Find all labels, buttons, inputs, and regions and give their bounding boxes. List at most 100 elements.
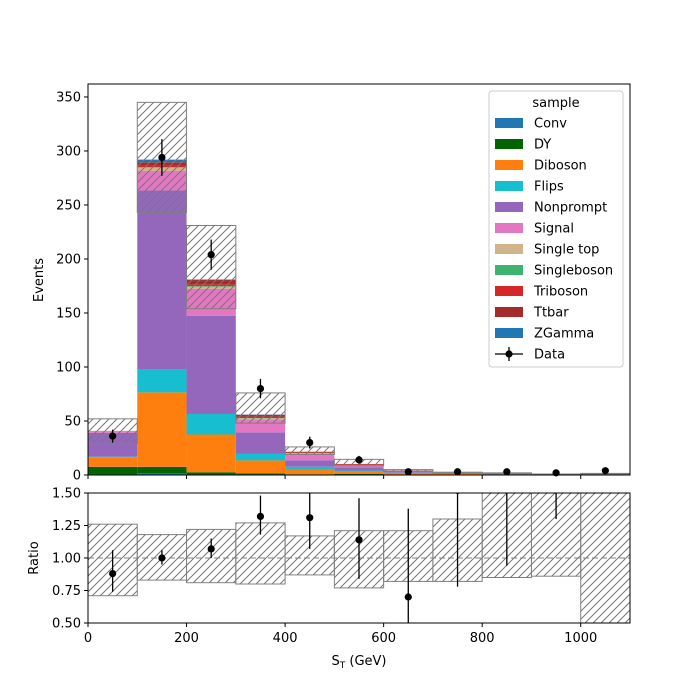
bar-dy-bin-0 [88,466,138,475]
ratio-point-2 [207,545,215,553]
data-point-10 [601,467,609,475]
ratio-ytick-label-1.25: 1.25 [52,519,81,534]
ratio-point-6 [404,593,412,601]
data-point-8 [503,468,511,476]
main-ytick-label-150: 150 [56,306,81,321]
data-point-6 [404,468,412,476]
legend-swatch-triboson [495,286,523,296]
bar-flips-bin-0 [88,456,138,458]
bar-conv-bin-1 [137,473,187,475]
ratio-band-bin-1 [136,534,188,581]
bar-flips-bin-2 [186,413,236,435]
legend-label-conv: Conv [534,117,567,132]
main-axes-frame [87,83,631,476]
legend-swatch-nonprompt [495,202,523,212]
x-ticks: 0 200 400 600 800 1000 [84,623,597,646]
data-point-3 [256,384,265,393]
ratio-ytick-label-1.50: 1.50 [52,487,81,502]
main-panel: 0 50 100 150 200 250 300 350 Events sample Conv… [32,83,631,484]
x-axis-label-main: S [331,654,339,669]
legend-swatch-dy [495,139,523,149]
legend: sample Conv DY Diboson Flips Nonprompt Signal… [488,90,624,368]
bar-flips-bin-3 [235,453,286,461]
bar-diboson-bin-5 [334,471,384,474]
bar-dy-bin-3 [235,473,286,475]
bar-diboson-bin-0 [88,457,138,467]
data-point-7 [453,468,462,476]
legend-label-diboson: Diboson [534,159,587,174]
x-axis-label-sub: T [339,661,346,671]
ratio-point-3 [256,512,265,521]
legend-label-dy: DY [534,138,551,153]
bar-nonprompt-bin-5 [334,467,384,471]
legend-swatch-single-top [495,244,523,254]
xtick-label-200: 200 [174,631,199,646]
legend-swatch-flips [495,181,523,191]
bar-flips-bin-1 [137,369,187,393]
x-axis-label-unit: (GeV) [345,654,386,669]
xtick-label-0: 0 [84,631,92,646]
bar-nonprompt-bin-1 [137,190,187,370]
ratio-y-axis-label: Ratio [27,541,42,574]
data-point-5 [355,456,363,464]
data-points [109,139,609,477]
legend-label-single-top: Single top [534,243,599,258]
ratio-panel: 0.50 0.75 1.00 1.25 1.50 0 200 400 600 800 1000 R… [27,450,631,671]
legend-swatch-conv [495,118,523,128]
legend-label-signal: Signal [534,222,574,237]
main-ytick-label-50: 50 [64,414,81,429]
ratio-point-5 [355,536,363,544]
data-point-0 [109,432,117,440]
legend-swatch-diboson [495,160,523,170]
bar-flips-bin-5 [334,470,384,472]
uncertainty-band [88,101,630,475]
x-axis-label: ST (GeV) [331,654,386,671]
data-point-1 [158,153,166,162]
legend-label-zgamma: ZGamma [534,327,594,342]
legend-label-data: Data [534,348,565,363]
legend-swatch-singleboson [495,265,523,275]
legend-swatch-signal [495,223,523,233]
legend-data-marker [505,350,513,358]
bar-dy-bin-5 [334,473,384,475]
bar-diboson-bin-2 [186,434,236,473]
main-y-axis-label: Events [32,258,47,302]
ratio-point-1 [158,554,166,562]
legend-label-flips: Flips [534,180,564,195]
bar-diboson-bin-3 [235,460,286,474]
bar-nonprompt-bin-2 [186,315,236,414]
legend-label-triboson: Triboson [533,285,588,300]
main-ytick-label-100: 100 [56,360,81,375]
bar-diboson-bin-1 [137,392,187,467]
ratio-y-ticks: 0.50 0.75 1.00 1.25 1.50 [52,487,88,632]
legend-swatch-zgamma [495,328,523,338]
ratio-point-9 [552,450,559,457]
main-ytick-label-200: 200 [56,252,81,267]
bar-nonprompt-bin-4 [285,460,335,467]
ratio-points [109,450,559,623]
legend-title: sample [532,96,579,111]
legend-label-ttbar: Ttbar [533,306,569,321]
ratio-ytick-label-1.00: 1.00 [52,552,81,567]
legend-label-nonprompt: Nonprompt [534,201,607,216]
xtick-label-800: 800 [470,631,495,646]
main-x-ticks [87,475,582,479]
data-point-4 [306,438,314,447]
xtick-label-400: 400 [273,631,298,646]
xtick-label-1000: 1000 [564,631,597,646]
legend-label-singleboson: Singleboson [534,264,613,279]
legend-swatch-ttbar [495,307,523,317]
data-point-2 [207,251,215,259]
main-y-ticks: 0 50 100 150 200 250 300 350 [56,90,88,484]
ratio-point-0 [109,570,117,578]
ratio-ytick-label-0.75: 0.75 [52,584,81,599]
bar-diboson-bin-4 [285,469,335,475]
bar-dy-bin-2 [186,472,236,475]
main-ytick-label-250: 250 [56,198,81,213]
bar-nonprompt-bin-3 [235,432,286,454]
bar-signal-bin-4 [285,453,335,461]
main-ytick-label-300: 300 [56,144,81,159]
ratio-point-4 [306,514,314,522]
main-ytick-label-350: 350 [56,90,81,105]
